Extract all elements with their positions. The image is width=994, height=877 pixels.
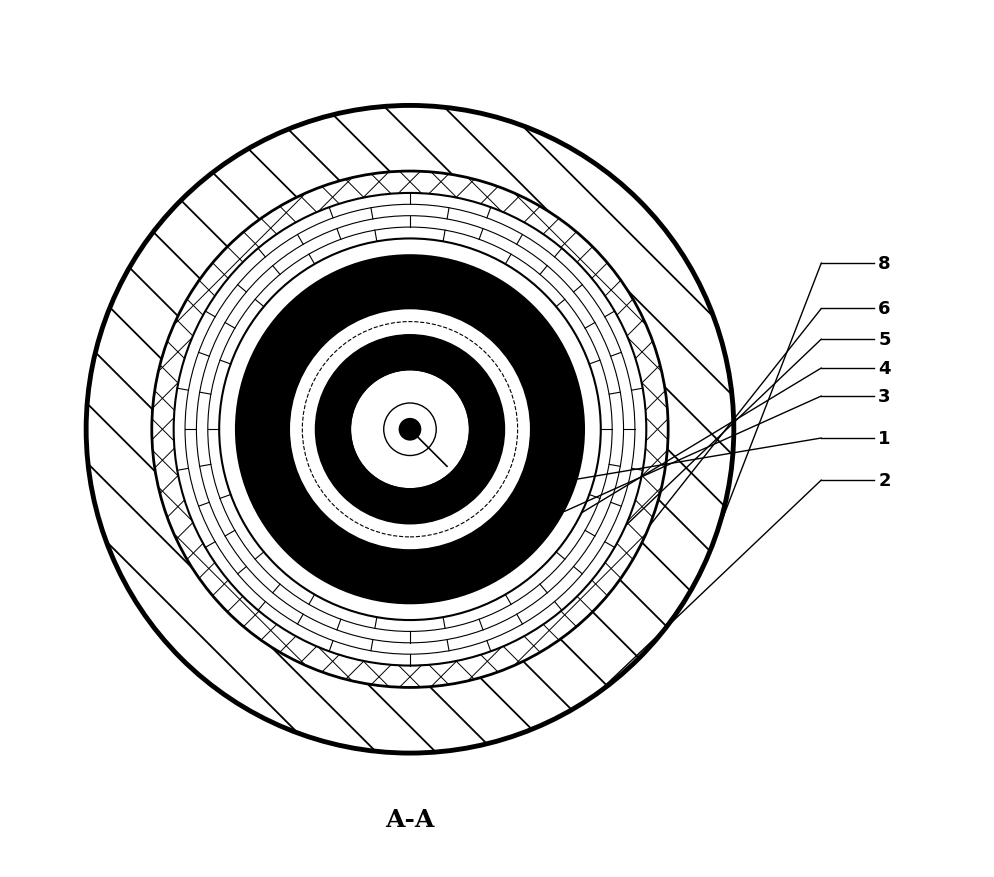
Circle shape: [350, 370, 469, 489]
Circle shape: [289, 309, 530, 551]
Circle shape: [174, 194, 646, 666]
Circle shape: [384, 403, 435, 456]
Text: 6: 6: [878, 300, 890, 318]
Circle shape: [235, 255, 584, 604]
Text: 2: 2: [878, 472, 890, 489]
Circle shape: [399, 418, 420, 441]
Text: 8: 8: [878, 254, 890, 273]
Circle shape: [152, 172, 668, 688]
Text: 1: 1: [878, 430, 890, 447]
Text: 5: 5: [878, 331, 890, 349]
Circle shape: [86, 106, 733, 753]
Text: 4: 4: [878, 360, 890, 378]
Text: 3: 3: [878, 388, 890, 405]
Text: A-A: A-A: [385, 807, 434, 831]
Circle shape: [315, 335, 504, 524]
